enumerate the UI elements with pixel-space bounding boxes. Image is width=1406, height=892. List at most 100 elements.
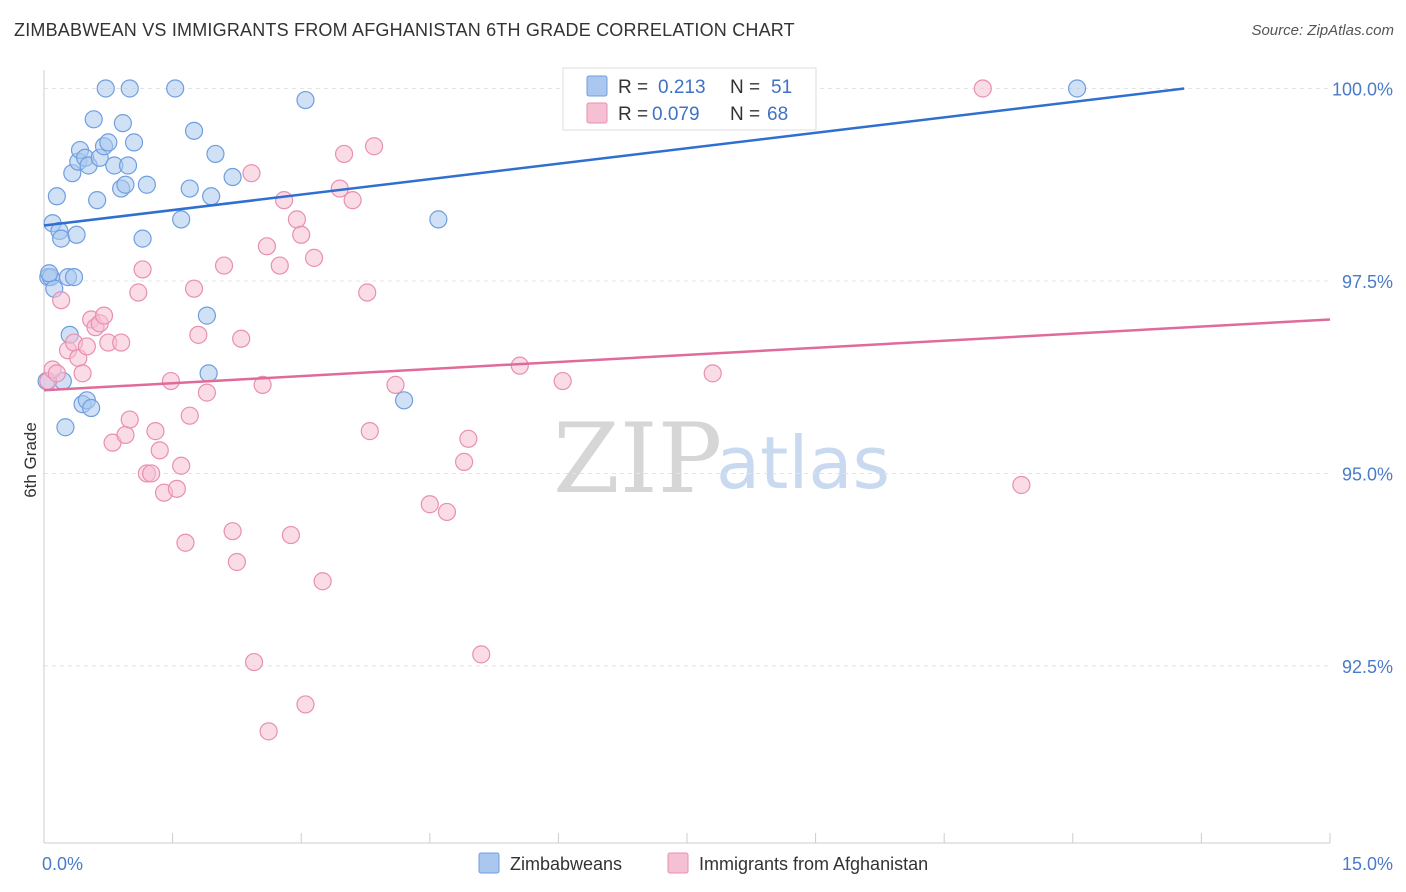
afghanistan-point-29 [180, 406, 199, 425]
legend-r-label: R = [618, 77, 648, 98]
zimbabwean-point-34 [133, 229, 152, 248]
legend-r-label-2: R = [618, 104, 648, 125]
zimbabwean-point-30 [116, 175, 135, 194]
source-label: Source: ZipAtlas.com [1251, 22, 1394, 39]
series-legend: Zimbabweans Immigrants from Afghanistan [478, 852, 928, 874]
zimbabwean-point-42 [202, 187, 221, 206]
afghanistan-point-12 [94, 306, 114, 325]
afghanistan-point-39 [253, 375, 272, 395]
afghanistan-point-58 [437, 502, 457, 522]
y-tick-label-0: 92.5% [1342, 657, 1393, 677]
zimbabwean-point-45 [296, 90, 315, 110]
series-legend-label-zimbabweans: Zimbabweans [510, 854, 622, 874]
series-legend-swatch-afghanistan [667, 852, 689, 874]
zimbabwean-point-38 [180, 179, 199, 198]
zimbabwean-point-41 [199, 364, 218, 383]
afghanistan-point-2 [47, 364, 66, 383]
y-axis-label: 6th Grade [21, 422, 40, 498]
series-legend-label-afghanistan: Immigrants from Afghanistan [699, 854, 928, 874]
zimbabwean-point-20 [82, 398, 101, 418]
y-tick-label-2: 97.5% [1342, 272, 1393, 292]
series-legend-swatch-zimbabweans [478, 852, 500, 874]
afghanistan-point-67 [1012, 475, 1031, 495]
watermark-zip: ZIP [553, 403, 722, 515]
afghanistan-point-32 [197, 383, 216, 402]
legend-swatch-zimbabweans [586, 75, 608, 97]
afghanistan-point-42 [270, 256, 289, 275]
zimbabwean-point-50 [40, 264, 59, 283]
zimbabwean-point-47 [429, 210, 448, 229]
y-tick-label-3: 100.0% [1332, 79, 1393, 99]
zimbabwean-point-25 [96, 79, 115, 98]
legend-n-value-zimbabweans: 51 [771, 77, 792, 98]
afghanistan-point-31 [189, 325, 208, 344]
afghanistan-point-28 [176, 533, 195, 552]
zimbabwean-point-21 [84, 110, 103, 129]
y-tick-labels: 92.5% 95.0% 97.5% 100.0% [1332, 79, 1393, 676]
zimbabwean-point-29 [113, 114, 132, 133]
afghanistan-point-53 [358, 283, 377, 302]
legend-r-value-afghanistan: 0.079 [652, 104, 700, 125]
afghanistan-point-61 [472, 645, 491, 664]
trend-line-afghanistan [43, 318, 1331, 392]
zimbabweans-points [37, 79, 1087, 437]
afghanistan-point-38 [244, 652, 264, 672]
afghanistan-point-66 [973, 79, 992, 98]
afghanistan-point-23 [150, 441, 169, 460]
x-tick-marks [43, 833, 1331, 843]
afghanistan-point-54 [360, 422, 379, 441]
afghanistan-point-22 [146, 422, 165, 441]
afghanistan-point-51 [334, 144, 354, 164]
zimbabwean-point-40 [197, 306, 216, 325]
afghanistan-point-63 [553, 371, 572, 391]
afghanistan-point-7 [73, 364, 92, 383]
afghanistan-point-57 [420, 495, 439, 514]
afghanistan-point-45 [287, 210, 307, 229]
zimbabwean-point-13 [67, 225, 86, 244]
trend-lines [43, 87, 1331, 392]
watermark: ZIP atlas [553, 403, 890, 515]
afghanistan-point-36 [232, 329, 251, 348]
legend-r-value-zimbabweans: 0.213 [658, 77, 706, 98]
afghanistan-point-65 [703, 364, 722, 383]
afghanistan-point-37 [242, 164, 261, 183]
afghanistan-point-25 [161, 371, 180, 391]
afghanistan-point-21 [142, 464, 161, 483]
legend-n-value-afghanistan: 68 [767, 104, 788, 125]
stats-legend: R = 0.213 N = 51 R = 0.079 N = 68 [562, 67, 817, 131]
afghanistan-point-33 [214, 256, 234, 275]
zimbabwean-point-26 [99, 133, 118, 152]
afghanistan-point-40 [257, 237, 277, 256]
zimbabweans-points-blue [39, 79, 1031, 741]
afghanistan-point-3 [52, 291, 71, 310]
afghanistan-point-35 [227, 552, 246, 572]
legend-n-label-2: N = [730, 104, 760, 125]
zimbabwean-point-12 [64, 268, 84, 287]
zimbabwean-point-48 [1067, 79, 1087, 98]
zimbabwean-point-39 [184, 121, 204, 140]
afghanistan-point-60 [459, 429, 478, 448]
afghanistan-point-55 [364, 137, 384, 156]
afghanistan-point-17 [120, 410, 139, 429]
zimbabwean-point-37 [172, 210, 191, 229]
chart-title: ZIMBABWEAN VS IMMIGRANTS FROM AFGHANISTA… [14, 20, 795, 40]
afghanistan-point-41 [259, 722, 278, 741]
afghanistan-point-27 [172, 456, 191, 475]
x-tick-label-max: 15.0% [1342, 854, 1393, 874]
afghanistan-point-34 [223, 522, 242, 541]
afghanistan-point-30 [184, 279, 204, 298]
afghanistan-point-8 [77, 337, 96, 356]
afghanistan-point-19 [133, 260, 152, 279]
zimbabwean-point-46 [394, 391, 414, 410]
zimbabwean-point-4 [47, 187, 66, 206]
zimbabwean-point-6 [52, 229, 71, 248]
zimbabwean-point-35 [137, 175, 156, 194]
afghanistan-point-26 [167, 479, 186, 498]
afghanistan-point-59 [454, 452, 474, 471]
legend-swatch-afghanistan [586, 102, 608, 124]
afghanistan-point-44 [281, 525, 301, 545]
afghanistan-point-52 [343, 191, 362, 210]
afghanistan-point-46 [292, 225, 311, 244]
afghanistan-point-49 [313, 572, 332, 591]
